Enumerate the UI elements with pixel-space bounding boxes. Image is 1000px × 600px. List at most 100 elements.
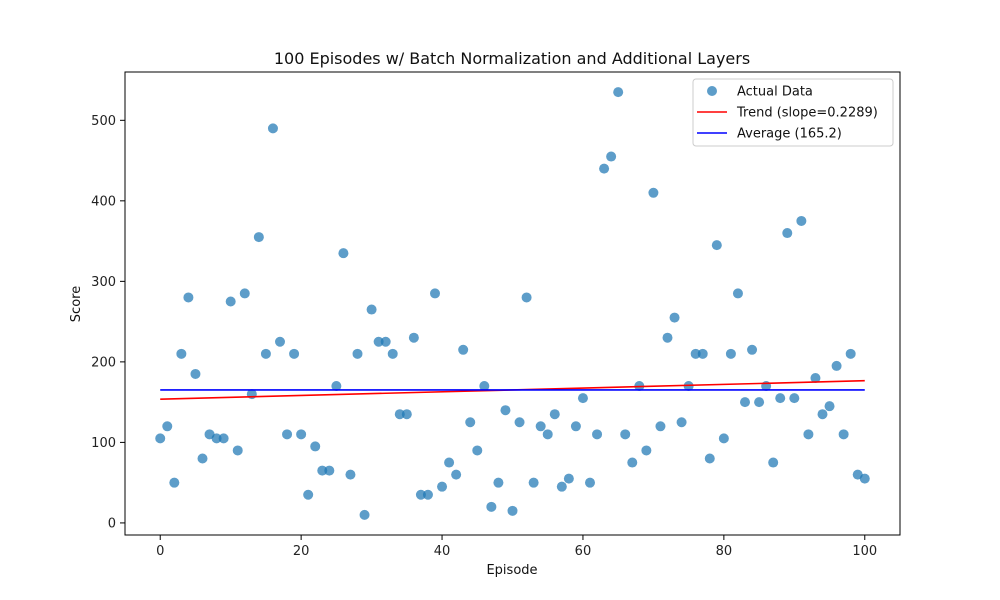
- data-point: [754, 397, 765, 408]
- data-points: [155, 87, 870, 520]
- data-point: [458, 344, 469, 355]
- data-point: [465, 417, 476, 428]
- data-point: [641, 445, 652, 456]
- legend-label-trend: Trend (slope=0.2289): [736, 106, 878, 121]
- data-point: [563, 473, 574, 484]
- data-point: [422, 489, 433, 500]
- data-point: [380, 336, 391, 347]
- data-point: [267, 123, 278, 134]
- legend-marker-actual: [707, 86, 717, 96]
- x-tick-label: 80: [716, 544, 733, 559]
- y-axis-label: Score: [69, 286, 84, 322]
- data-point: [740, 397, 750, 408]
- data-point: [711, 240, 722, 251]
- data-point: [606, 151, 617, 162]
- data-point: [831, 360, 842, 371]
- data-point: [211, 433, 222, 444]
- series-lines: [160, 379, 865, 400]
- data-point: [648, 187, 659, 198]
- data-point: [556, 481, 567, 492]
- data-point: [239, 288, 250, 299]
- data-point: [676, 417, 687, 428]
- data-point: [817, 409, 828, 420]
- data-point: [549, 409, 560, 420]
- x-tick-label: 40: [434, 544, 451, 559]
- data-point: [528, 477, 539, 488]
- y-tick-label: 100: [91, 436, 116, 451]
- data-point: [824, 401, 835, 412]
- data-point: [352, 348, 363, 359]
- data-point: [810, 372, 821, 383]
- x-tick-label: 20: [293, 544, 310, 559]
- y-tick-label: 300: [91, 275, 116, 290]
- legend-box: [692, 78, 894, 147]
- data-point: [218, 433, 229, 444]
- data-point: [155, 433, 166, 444]
- data-point: [845, 348, 856, 359]
- data-point: [859, 473, 870, 484]
- data-point: [725, 348, 736, 359]
- data-point: [747, 344, 758, 355]
- legend-label-average: Average (165.2): [737, 127, 842, 142]
- x-axis: 0 20 40 60 80 100: [156, 535, 877, 559]
- data-point: [803, 429, 814, 440]
- y-tick-label: 200: [91, 355, 116, 370]
- data-point: [401, 409, 412, 420]
- data-point: [275, 336, 285, 347]
- plot-area: [124, 71, 901, 536]
- data-point: [366, 304, 377, 315]
- data-point: [430, 288, 440, 299]
- data-point: [486, 501, 497, 512]
- chart-title: 100 Episodes w/ Batch Normalization and …: [274, 49, 750, 68]
- data-point: [690, 348, 701, 359]
- x-axis-label: Episode: [486, 563, 537, 578]
- data-point: [662, 332, 673, 343]
- data-point: [359, 509, 370, 520]
- data-point: [493, 477, 504, 488]
- data-point: [577, 393, 588, 404]
- data-point: [479, 381, 490, 392]
- data-point: [317, 465, 328, 476]
- data-point: [310, 441, 321, 452]
- y-tick-label: 500: [91, 114, 116, 129]
- data-point: [345, 469, 356, 480]
- data-point: [289, 348, 300, 359]
- data-point: [415, 489, 426, 500]
- data-point: [232, 445, 243, 456]
- data-point: [500, 405, 511, 416]
- data-point: [472, 445, 483, 456]
- legend-label-actual: Actual Data: [737, 85, 813, 100]
- data-point: [535, 421, 546, 432]
- data-point: [838, 429, 849, 440]
- data-point: [655, 421, 666, 432]
- data-point: [282, 429, 293, 440]
- data-point: [197, 453, 208, 464]
- data-point: [437, 481, 448, 492]
- data-point: [303, 489, 314, 500]
- data-point: [570, 421, 581, 432]
- data-point: [338, 248, 349, 259]
- data-point: [253, 232, 264, 243]
- data-point: [451, 469, 462, 480]
- data-point: [225, 296, 236, 307]
- data-point: [620, 429, 631, 440]
- y-axis: 0 100 200 300 400 500: [91, 114, 125, 531]
- data-point: [324, 465, 335, 476]
- data-point: [260, 348, 271, 359]
- data-point: [507, 505, 518, 516]
- data-point: [718, 433, 729, 444]
- data-point: [768, 457, 779, 468]
- data-point: [782, 228, 793, 239]
- data-point: [697, 348, 708, 359]
- data-point: [732, 288, 743, 299]
- y-tick-label: 400: [91, 194, 116, 209]
- data-point: [775, 393, 786, 404]
- data-point: [162, 421, 173, 432]
- data-point: [169, 477, 180, 488]
- data-point: [599, 163, 610, 174]
- x-tick-label: 100: [852, 544, 877, 559]
- data-point: [592, 429, 603, 440]
- data-point: [373, 336, 384, 347]
- data-point: [521, 292, 532, 303]
